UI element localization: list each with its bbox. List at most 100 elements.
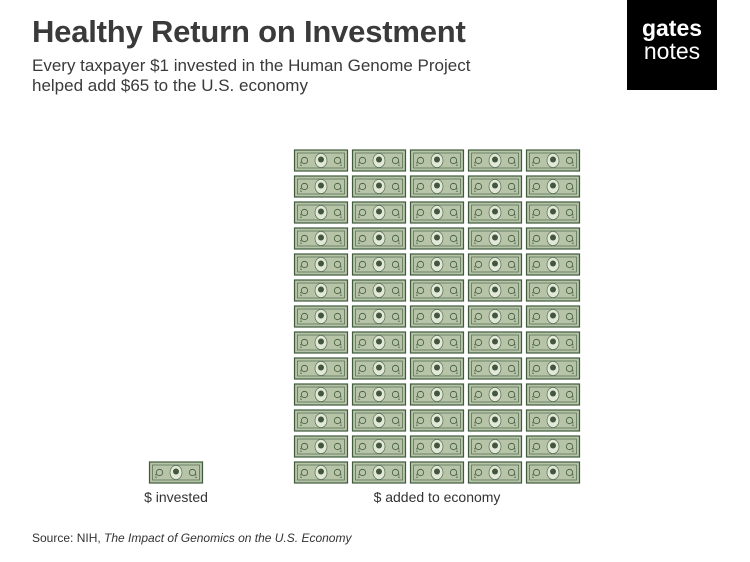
svg-text:1: 1 (474, 188, 477, 194)
svg-text:1: 1 (300, 214, 303, 220)
subtitle-line-2: helped add $65 to the U.S. economy (32, 76, 308, 95)
svg-text:1: 1 (514, 422, 517, 428)
logo-line-1: gates (641, 15, 703, 41)
gates-notes-logo: gates notes (627, 0, 717, 90)
svg-text:1: 1 (340, 188, 343, 194)
svg-text:1: 1 (532, 188, 535, 194)
svg-text:1: 1 (416, 396, 419, 402)
svg-text:1: 1 (572, 318, 575, 324)
svg-text:1: 1 (474, 448, 477, 454)
svg-text:1: 1 (358, 240, 361, 246)
svg-text:1: 1 (514, 318, 517, 324)
svg-text:1: 1 (532, 266, 535, 272)
svg-text:1: 1 (474, 396, 477, 402)
svg-text:1: 1 (474, 422, 477, 428)
svg-text:1: 1 (456, 344, 459, 350)
svg-text:1: 1 (195, 474, 198, 480)
svg-text:1: 1 (532, 162, 535, 168)
svg-text:1: 1 (398, 422, 401, 428)
svg-text:1: 1 (456, 396, 459, 402)
svg-text:1: 1 (532, 318, 535, 324)
svg-text:1: 1 (416, 240, 419, 246)
svg-text:1: 1 (340, 240, 343, 246)
subtitle-line-1: Every taxpayer $1 invested in the Human … (32, 56, 471, 75)
svg-text:1: 1 (416, 214, 419, 220)
svg-text:1: 1 (456, 188, 459, 194)
svg-text:1: 1 (340, 370, 343, 376)
svg-text:1: 1 (340, 162, 343, 168)
svg-text:1: 1 (456, 240, 459, 246)
svg-text:1: 1 (358, 318, 361, 324)
category-label: $ invested (144, 489, 208, 505)
svg-text:1: 1 (340, 422, 343, 428)
svg-text:1: 1 (572, 422, 575, 428)
svg-text:1: 1 (572, 344, 575, 350)
svg-text:1: 1 (416, 474, 419, 480)
svg-text:1: 1 (572, 240, 575, 246)
svg-text:1: 1 (300, 188, 303, 194)
svg-text:1: 1 (398, 370, 401, 376)
svg-text:1: 1 (514, 162, 517, 168)
svg-text:1: 1 (514, 240, 517, 246)
svg-text:1: 1 (572, 266, 575, 272)
svg-text:1: 1 (456, 214, 459, 220)
chart-subtitle: Every taxpayer $1 invested in the Human … (32, 56, 592, 96)
svg-text:1: 1 (358, 422, 361, 428)
category-label: $ added to economy (374, 489, 501, 505)
svg-text:1: 1 (532, 344, 535, 350)
svg-text:1: 1 (532, 422, 535, 428)
svg-text:1: 1 (300, 448, 303, 454)
svg-text:1: 1 (572, 396, 575, 402)
svg-text:1: 1 (300, 474, 303, 480)
svg-text:1: 1 (300, 162, 303, 168)
svg-text:1: 1 (474, 318, 477, 324)
svg-text:1: 1 (398, 396, 401, 402)
svg-text:1: 1 (340, 266, 343, 272)
chart-title: Healthy Return on Investment (32, 14, 466, 49)
svg-text:1: 1 (572, 474, 575, 480)
svg-text:1: 1 (398, 214, 401, 220)
svg-text:1: 1 (358, 448, 361, 454)
svg-text:1: 1 (340, 448, 343, 454)
source-note: Source: NIH, The Impact of Genomics on t… (32, 531, 351, 545)
source-title: The Impact of Genomics on the U.S. Econo… (104, 531, 352, 545)
